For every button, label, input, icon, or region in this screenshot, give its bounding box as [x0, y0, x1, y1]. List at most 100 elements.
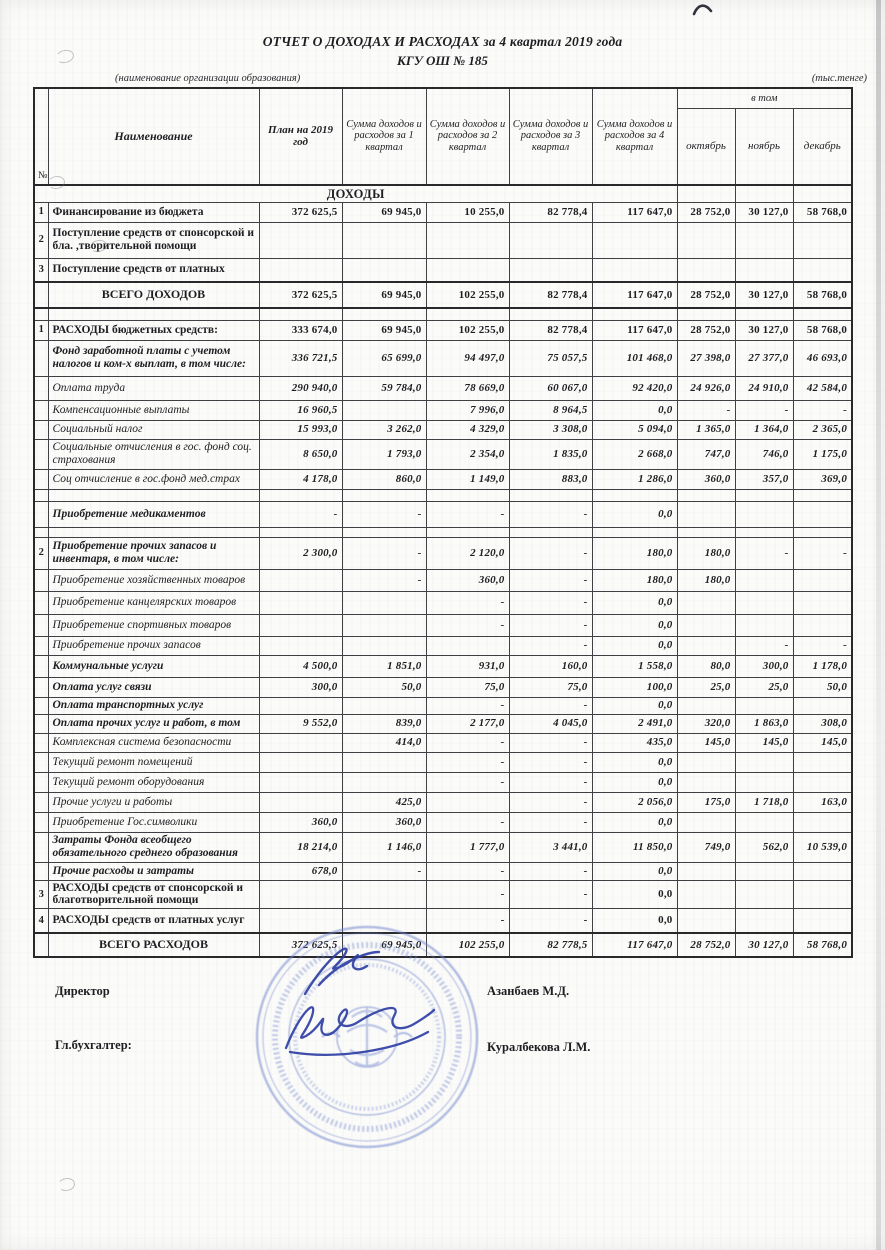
- table-row: Текущий ремонт оборудования - -0,0: [33, 771, 853, 793]
- table-row: Приобретение медикаментов - - - -0,0: [33, 500, 853, 528]
- row-label-cell: РАСХОДЫ бюджетных средств:: [47, 319, 260, 341]
- org-name-caption: (наименование организации образования): [115, 73, 301, 84]
- row-label-cell: Приобретение спортивных товаров: [47, 613, 260, 637]
- row-number-cell: 1: [33, 319, 49, 341]
- value-cell: 0,0: [591, 771, 678, 793]
- row-number-cell: [33, 526, 49, 538]
- value-cell: 562,0: [734, 831, 794, 863]
- value-cell: [341, 488, 427, 502]
- value-cell: [591, 488, 678, 502]
- value-cell: [734, 221, 794, 259]
- value-cell: [258, 568, 343, 592]
- table-row: Оплата услуг связи 300,0 50,0 75,0 75,0 100,0…: [33, 676, 853, 698]
- col-header-q3: Сумма доходов и расходов за 3 квартал: [508, 87, 593, 186]
- value-cell: 180,0: [676, 568, 736, 592]
- value-cell: -: [792, 399, 853, 421]
- row-number-cell: [33, 654, 49, 678]
- value-cell: 747,0: [676, 438, 736, 470]
- value-cell: -: [341, 861, 427, 881]
- value-cell: [425, 257, 510, 283]
- table-row: Фонд заработной платы с учетом налогов и…: [33, 339, 853, 377]
- value-cell: 2 056,0: [591, 791, 678, 813]
- value-cell: [734, 696, 794, 715]
- value-cell: [258, 751, 343, 773]
- value-cell: 163,0: [792, 791, 853, 813]
- value-cell: -: [734, 399, 794, 421]
- value-cell: 65 699,0: [341, 339, 427, 377]
- row-label-cell: Оплата транспортных услуг: [47, 696, 260, 715]
- row-number-cell: 1: [33, 201, 49, 223]
- row-number-cell: [33, 590, 49, 615]
- value-cell: -: [508, 732, 593, 753]
- value-cell: [676, 771, 736, 793]
- row-number-cell: 3: [33, 257, 49, 283]
- value-cell: [734, 613, 794, 637]
- value-cell: -: [425, 908, 510, 934]
- director-signature: [303, 947, 381, 996]
- table-header-months-row: октябрь ноябрь декабрь: [34, 108, 853, 186]
- row-label-cell: Приобретение медикаментов: [47, 500, 260, 528]
- spacer-row: [33, 526, 853, 538]
- value-cell: 839,0: [341, 713, 427, 734]
- value-cell: 2 668,0: [591, 438, 678, 470]
- value-cell: [676, 257, 736, 283]
- value-cell: [734, 257, 794, 283]
- value-cell: 1 149,0: [425, 468, 510, 490]
- value-cell: 2 120,0: [425, 536, 510, 570]
- value-cell: -: [508, 590, 593, 615]
- value-cell: 82 778,5: [508, 931, 593, 958]
- value-cell: [425, 307, 510, 321]
- value-cell: [676, 590, 736, 615]
- value-cell: 1 718,0: [734, 791, 794, 813]
- value-cell: -: [425, 500, 510, 528]
- value-cell: 175,0: [676, 791, 736, 813]
- row-number-cell: [33, 676, 49, 698]
- value-cell: [676, 526, 736, 538]
- value-cell: -: [425, 696, 510, 715]
- value-cell: [258, 696, 343, 715]
- value-cell: 931,0: [425, 654, 510, 678]
- value-cell: [258, 791, 343, 813]
- value-cell: -: [508, 635, 593, 656]
- value-cell: -: [508, 811, 593, 833]
- row-label-cell: Социальные отчисления в гос. фонд соц. с…: [47, 438, 260, 470]
- value-cell: 360,0: [341, 811, 427, 833]
- value-cell: 24 926,0: [676, 375, 736, 401]
- value-cell: 100,0: [591, 676, 678, 698]
- table-row: Оплата труда 290 940,0 59 784,0 78 669,0 60 …: [33, 375, 853, 401]
- value-cell: 117 647,0: [591, 931, 678, 958]
- value-cell: [734, 307, 794, 321]
- value-cell: [591, 221, 678, 259]
- value-cell: 360,0: [425, 568, 510, 592]
- value-cell: 0,0: [591, 879, 678, 910]
- value-cell: [734, 811, 794, 833]
- value-cell: [425, 635, 510, 656]
- value-cell: 145,0: [676, 732, 736, 753]
- value-cell: -: [792, 536, 853, 570]
- row-label-cell: Прочие расходы и затраты: [47, 861, 260, 881]
- value-cell: 75,0: [425, 676, 510, 698]
- value-cell: [792, 696, 853, 715]
- value-cell: [258, 635, 343, 656]
- value-cell: [591, 526, 678, 538]
- value-cell: [792, 526, 853, 538]
- row-label-cell: Финансирование из бюджета: [47, 201, 260, 223]
- value-cell: 360,0: [676, 468, 736, 490]
- value-cell: [508, 307, 593, 321]
- value-cell: 30 127,0: [734, 931, 794, 958]
- value-cell: 8 650,0: [258, 438, 343, 470]
- table-row: Затраты Фонда всеобщего обязательного ср…: [33, 831, 853, 863]
- value-cell: [676, 879, 736, 910]
- table-row: 2 Поступление средств от спонсорской и бл…: [33, 221, 853, 259]
- row-number-cell: [33, 375, 49, 401]
- value-cell: 59 784,0: [341, 375, 427, 401]
- value-cell: [734, 861, 794, 881]
- value-cell: [341, 307, 427, 321]
- table-row: Приобретение спортивных товаров - -0,0: [33, 613, 853, 637]
- row-number-cell: [33, 281, 49, 309]
- value-cell: [676, 221, 736, 259]
- value-cell: 4 045,0: [508, 713, 593, 734]
- value-cell: [676, 751, 736, 773]
- value-cell: 160,0: [508, 654, 593, 678]
- units-caption: (тыс.тенге): [811, 73, 867, 84]
